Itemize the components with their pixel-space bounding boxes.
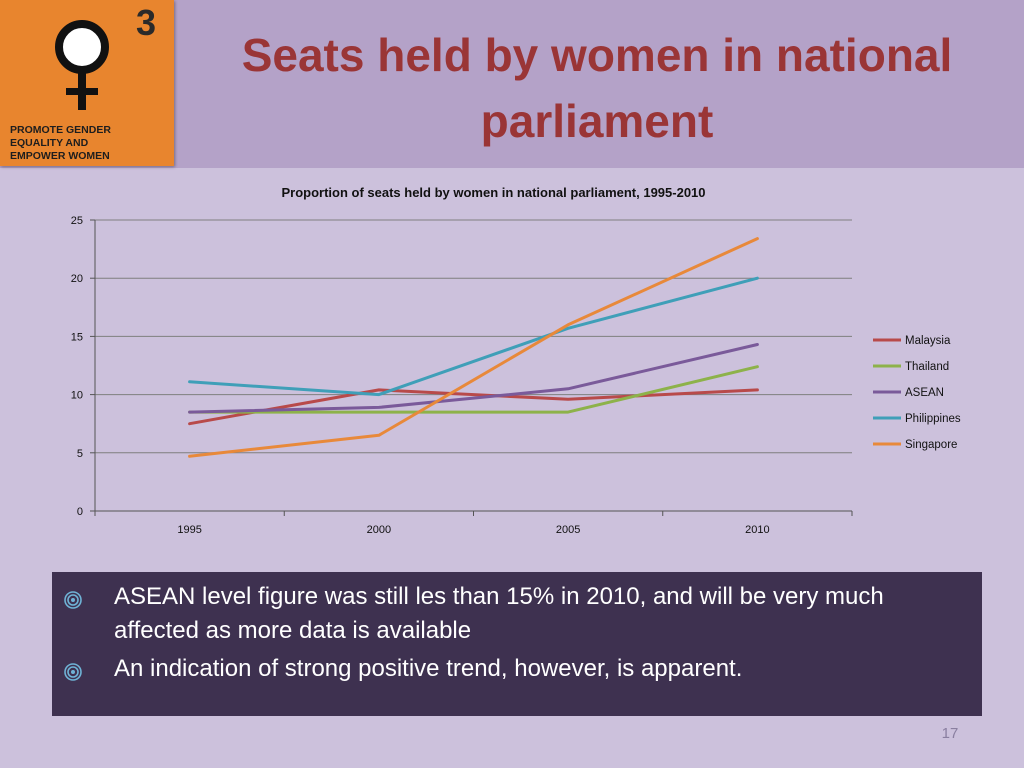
- page-title: Seats held by women in national parliame…: [241, 29, 953, 147]
- legend-label: Thailand: [905, 361, 949, 373]
- series-line-philippines: [188, 276, 759, 397]
- target-bullet-icon: [64, 663, 82, 681]
- y-tick-label: 5: [77, 448, 83, 460]
- chart-container: Proportion of seats held by women in nat…: [40, 175, 1000, 555]
- series-line-thailand: [188, 365, 759, 414]
- goal-label: PROMOTE GENDER EQUALITY AND EMPOWER WOME…: [10, 124, 111, 162]
- legend-label: Malaysia: [905, 335, 951, 347]
- page-number: 17: [941, 725, 959, 742]
- goal-number: 3: [136, 2, 157, 43]
- series-line-singapore: [188, 237, 759, 458]
- x-tick-label: 2000: [367, 524, 391, 536]
- legend-label: ASEAN: [905, 387, 944, 399]
- bullets-box: ASEAN level figure was still les than 15…: [52, 572, 982, 716]
- x-tick-label: 2010: [745, 524, 769, 536]
- series-line-malaysia: [188, 388, 759, 426]
- y-tick-label: 10: [71, 390, 83, 402]
- mdg-logo: 3 PROMOTE GENDER EQUALITY AND EMPOWER WO…: [0, 0, 174, 166]
- target-bullet-icon: [64, 591, 82, 609]
- legend-label: Philippines: [905, 413, 961, 425]
- y-tick-label: 15: [71, 331, 83, 343]
- y-tick-label: 0: [77, 506, 83, 518]
- female-symbol-icon: [55, 20, 109, 110]
- line-chart: Proportion of seats held by women in nat…: [71, 185, 961, 536]
- y-tick-label: 20: [71, 273, 83, 285]
- legend-label: Singapore: [905, 439, 957, 451]
- x-tick-label: 2005: [556, 524, 580, 536]
- bullet-text: ASEAN level figure was still les than 15…: [114, 583, 884, 644]
- bullet-text: An indication of strong positive trend, …: [114, 655, 743, 682]
- x-tick-label: 1995: [177, 524, 201, 536]
- chart-title: Proportion of seats held by women in nat…: [281, 185, 705, 200]
- y-tick-label: 25: [71, 215, 83, 227]
- series-line-asean: [188, 343, 759, 414]
